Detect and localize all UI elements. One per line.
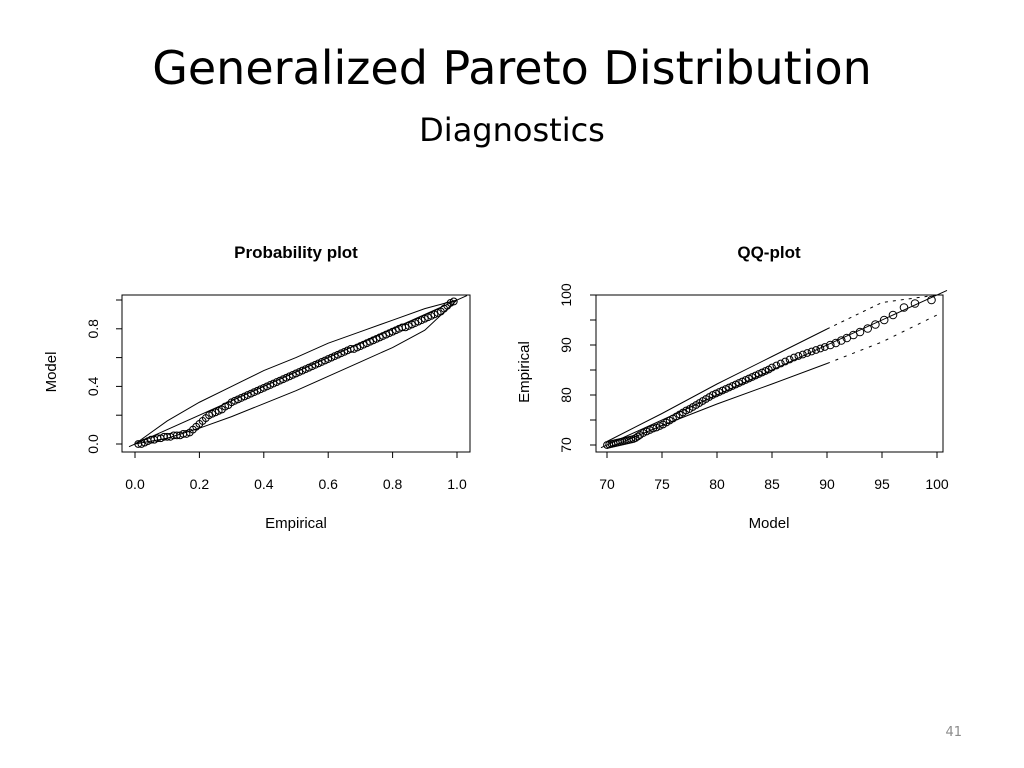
x-tick-label: 0.4 (254, 476, 274, 492)
x-tick-label: 80 (709, 476, 725, 492)
data-point (910, 299, 920, 308)
data-point (826, 340, 835, 350)
y-tick-label: 70 (558, 437, 574, 453)
data-point (871, 320, 880, 329)
data-point (831, 338, 841, 348)
x-tick-label: 0.8 (383, 476, 403, 492)
data-point (863, 324, 873, 333)
chart-title: Probability plot (234, 243, 358, 262)
data-point (927, 295, 936, 305)
x-tick-label: 90 (819, 476, 835, 492)
plot-frame (121, 294, 471, 453)
slide-subtitle: Diagnostics (419, 111, 605, 149)
y-axis-label: Empirical (516, 341, 533, 403)
data-point (899, 303, 909, 312)
data-point (888, 310, 898, 320)
y-axis-label: Model (43, 352, 60, 393)
data-point (820, 343, 829, 351)
data-point (798, 350, 807, 359)
x-axis-label: Model (749, 515, 790, 532)
data-point (855, 327, 865, 337)
data-point (794, 352, 803, 360)
y-tick-label: 0.4 (85, 376, 101, 396)
data-point (785, 355, 794, 364)
data-point (768, 363, 776, 372)
plot-frame (595, 294, 944, 453)
x-tick-label: 0.2 (190, 476, 210, 492)
chart-title: QQ-plot (737, 243, 801, 262)
x-axis-label: Empirical (265, 515, 327, 532)
data-point (879, 315, 889, 325)
x-tick-label: 0.6 (318, 476, 338, 492)
data-point (776, 359, 785, 368)
reference-line (600, 289, 948, 449)
x-tick-label: 100 (925, 476, 949, 492)
x-tick-label: 1.0 (447, 476, 467, 492)
y-tick-label: 100 (558, 283, 574, 307)
confidence-band-upper (134, 299, 458, 445)
data-point (816, 344, 825, 353)
confidence-band-lower-dashed (826, 314, 938, 364)
data-point (807, 347, 816, 356)
slide-number: 41 (945, 725, 962, 740)
data-point (772, 361, 781, 370)
y-tick-label: 90 (558, 337, 574, 353)
data-point (781, 357, 790, 366)
slide-title: Generalized Pareto Distribution (152, 41, 872, 95)
data-point (812, 346, 820, 354)
y-tick-label: 80 (558, 387, 574, 403)
data-point (803, 349, 812, 357)
data-point (790, 353, 798, 362)
confidence-band-upper-dashed (826, 294, 938, 330)
data-point (649, 424, 658, 433)
data-point (837, 336, 846, 345)
probability-plot-panel: Probability plot Empirical Model 0.0 0.2 0… (43, 243, 471, 532)
qq-plot-panel: QQ-plot Model Empirical 70 75 80 85 90 95 100 7… (516, 243, 949, 532)
data-point (633, 432, 642, 441)
confidence-band-upper (606, 328, 828, 442)
y-tick-label: 0.8 (85, 319, 101, 339)
x-tick-label: 85 (764, 476, 780, 492)
x-tick-label: 95 (874, 476, 890, 492)
data-point (449, 297, 458, 306)
x-tick-label: 75 (654, 476, 670, 492)
x-tick-label: 0.0 (125, 476, 145, 492)
x-tick-label: 70 (599, 476, 615, 492)
y-tick-label: 0.0 (85, 434, 101, 454)
confidence-band-lower (606, 363, 828, 449)
